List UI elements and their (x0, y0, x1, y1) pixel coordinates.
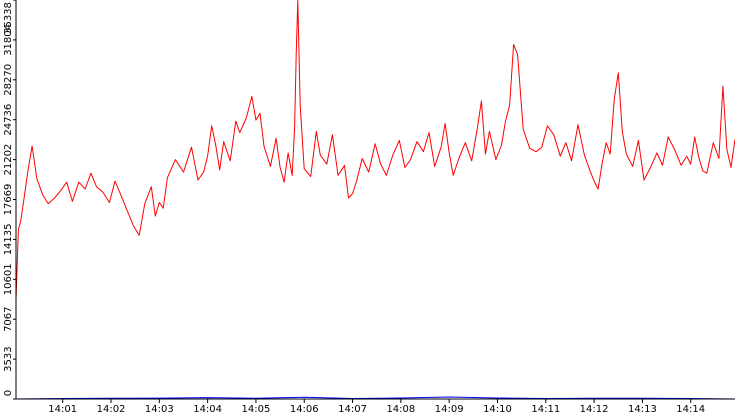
series-line-1 (15, 0, 735, 300)
y-tick-label: 0 (3, 390, 14, 396)
x-tick-label: 14:10 (483, 404, 512, 415)
y-tick-label: 21202 (3, 144, 14, 176)
y-tick-label: 35338 (3, 2, 14, 34)
y-tick-label: 3533 (3, 346, 14, 371)
y-tick-label: 17669 (3, 184, 14, 216)
y-tick-label: 7067 (3, 306, 14, 331)
x-tick-label: 14:08 (386, 404, 415, 415)
y-tick-layer: 0 3533 7067 10601 14135 17669 21202 24736 28270 3… (3, 0, 16, 400)
x-tick-label: 14:07 (338, 404, 367, 415)
y-tick-label: 14135 (3, 223, 14, 255)
x-tick-layer: 14:01 14:02 14:03 14:04 14:05 14:06 14:07 14:08… (48, 399, 705, 415)
x-tick-label: 14:06 (290, 404, 319, 415)
y-tick-label: 10601 (3, 263, 14, 295)
x-tick-label: 14:04 (193, 404, 222, 415)
x-tick-label: 14:12 (580, 404, 609, 415)
series-line-2 (15, 396, 735, 400)
x-tick-label: 14:05 (242, 404, 271, 415)
x-tick-label: 14:11 (531, 404, 560, 415)
series-layer (15, 0, 735, 400)
x-tick-label: 14:13 (628, 404, 657, 415)
x-tick-label: 14:02 (97, 404, 126, 415)
x-tick-label: 14:09 (435, 404, 464, 415)
x-tick-label: 14:14 (676, 404, 705, 415)
y-tick-label: 24736 (3, 104, 14, 136)
x-tick-label: 14:03 (145, 404, 174, 415)
y-tick-label: 28270 (3, 64, 14, 96)
x-tick-label: 14:01 (48, 404, 77, 415)
y-tick-label: 31804 (3, 24, 14, 56)
